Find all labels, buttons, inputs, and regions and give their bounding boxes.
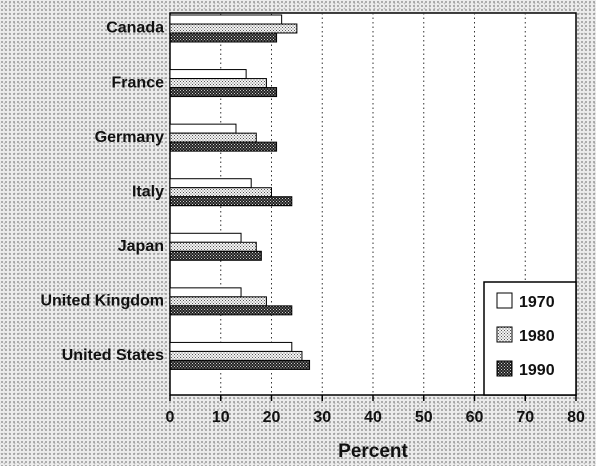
category-label-united-states: United States	[62, 347, 164, 364]
bar-germany-1990	[169, 141, 278, 152]
x-tick-label-10: 10	[212, 409, 230, 426]
bar-united-kingdom-1970	[169, 287, 242, 298]
legend-swatch-1980	[496, 326, 513, 343]
bar-united-kingdom-1990	[169, 305, 293, 316]
category-label-canada: Canada	[106, 20, 164, 37]
x-tick-label-0: 0	[166, 409, 175, 426]
bar-japan-1970	[169, 232, 242, 243]
bar-japan-1980	[169, 241, 257, 252]
bar-france-1990	[169, 87, 278, 98]
bar-germany-1970	[169, 123, 237, 134]
x-tick-label-40: 40	[364, 409, 382, 426]
legend-label-1990: 1990	[519, 362, 555, 379]
legend-label-1980: 1980	[519, 328, 555, 345]
bar-united-kingdom-1980	[169, 296, 267, 307]
x-axis-title: Percent	[338, 441, 408, 461]
category-label-italy: Italy	[132, 183, 164, 200]
legend: 1970 1980 1990	[483, 281, 577, 396]
bar-italy-1970	[169, 178, 252, 189]
category-label-japan: Japan	[118, 238, 164, 255]
category-label-france: France	[112, 74, 165, 91]
bar-united-states-1990	[169, 359, 311, 370]
bar-france-1980	[169, 78, 267, 89]
bar-united-states-1980	[169, 350, 303, 361]
category-labels: Canada France Germany Italy Japan United King…	[40, 20, 164, 364]
x-tick-label-70: 70	[516, 409, 534, 426]
x-tick-label-30: 30	[313, 409, 331, 426]
legend-label-1970: 1970	[519, 294, 555, 311]
category-label-united-kingdom: United Kingdom	[40, 293, 164, 310]
bar-canada-1970	[169, 14, 283, 25]
bar-canada-1980	[169, 23, 298, 34]
bar-italy-1980	[169, 187, 272, 198]
bar-italy-1990	[169, 196, 293, 207]
x-tick-label-60: 60	[466, 409, 484, 426]
legend-swatch-1990	[496, 360, 513, 377]
bar-france-1970	[169, 69, 247, 80]
x-axis-ticks: 0 10 20 30 40 50 60 70 80	[166, 395, 585, 426]
category-label-germany: Germany	[95, 129, 164, 146]
bars	[169, 14, 311, 370]
bar-united-states-1970	[169, 341, 293, 352]
bar-canada-1990	[169, 32, 278, 43]
bar-germany-1980	[169, 132, 257, 143]
x-tick-label-50: 50	[415, 409, 433, 426]
bar-japan-1990	[169, 250, 262, 261]
legend-swatch-1970	[496, 292, 513, 309]
x-tick-label-20: 20	[263, 409, 281, 426]
x-tick-label-80: 80	[567, 409, 585, 426]
